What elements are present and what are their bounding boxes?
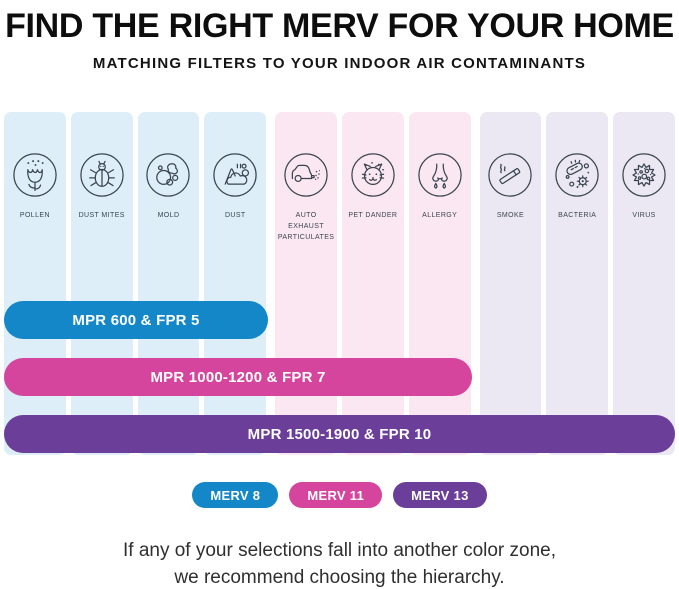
column-label: MOLD [157,212,180,219]
column-allergy: ALLERGY [408,112,471,455]
footer-note-line2: we recommend choosing the hierarchy. [174,566,505,588]
column-pollen: POLLEN [4,112,66,455]
contaminant-columns: POLLEN DUST MITES [4,112,675,455]
column-pet-dander: PET DANDER [341,112,404,455]
column-smoke: SMOKE [479,112,542,455]
allergy-icon [417,152,463,198]
rating-bar-label: MPR 1500-1900 & FPR 10 [247,425,432,443]
rating-bar-label: MPR 1000-1200 & FPR 7 [150,368,326,386]
rating-bar-mpr1000-1200-fpr7: MPR 1000-1200 & FPR 7 [4,358,472,396]
merv-8-badge: MERV 8 [192,482,279,508]
page-title: FIND THE RIGHT MERV FOR YOUR HOME [5,7,674,45]
merv-badge-label: MERV 11 [307,487,365,503]
column-label: ALLERGY [422,212,458,219]
column-label: PET DANDER [348,212,398,219]
column-dust: DUST [204,112,267,455]
auto-exhaust-icon [283,152,329,198]
smoke-icon [487,152,533,198]
page-subtitle: MATCHING FILTERS TO YOUR INDOOR AIR CONT… [92,55,587,72]
footer-note: If any of your selections fall into anot… [0,538,679,589]
dust-mite-icon [79,152,125,198]
merv-legend: MERV 8 MERV 11 MERV 13 [0,482,679,508]
rating-bar-mpr1500-1900-fpr10: MPR 1500-1900 & FPR 10 [4,415,675,453]
pollen-icon [12,152,58,198]
bacteria-icon [554,152,600,198]
contaminant-board: POLLEN DUST MITES [4,112,675,455]
footer-note-line1: If any of your selections fall into anot… [122,540,557,561]
column-mold: MOLD [137,112,200,455]
column-dust-mites: DUST MITES [70,112,133,455]
rating-bar-label: MPR 600 & FPR 5 [72,311,200,329]
mold-icon [145,152,191,198]
column-label: POLLEN [19,212,50,219]
column-label: AUTO EXHAUST PARTICULATES [277,212,335,241]
column-label: SMOKE [496,212,525,219]
virus-icon [621,152,667,198]
merv-badge-label: MERV 8 [210,487,261,503]
column-label: DUST [224,212,246,219]
column-label: BACTERIA [558,212,597,219]
rating-bar-mpr600-fpr5: MPR 600 & FPR 5 [4,301,268,339]
pet-dander-icon [350,152,396,198]
dust-icon [212,152,258,198]
column-label: DUST MITES [78,212,125,219]
column-virus: VIRUS [613,112,675,455]
merv-13-badge: MERV 13 [393,482,487,508]
column-label: VIRUS [632,212,656,219]
column-auto-exhaust: AUTO EXHAUST PARTICULATES [275,112,337,455]
column-bacteria: BACTERIA [546,112,609,455]
merv-11-badge: MERV 11 [289,482,383,508]
merv-badge-label: MERV 13 [411,487,469,503]
